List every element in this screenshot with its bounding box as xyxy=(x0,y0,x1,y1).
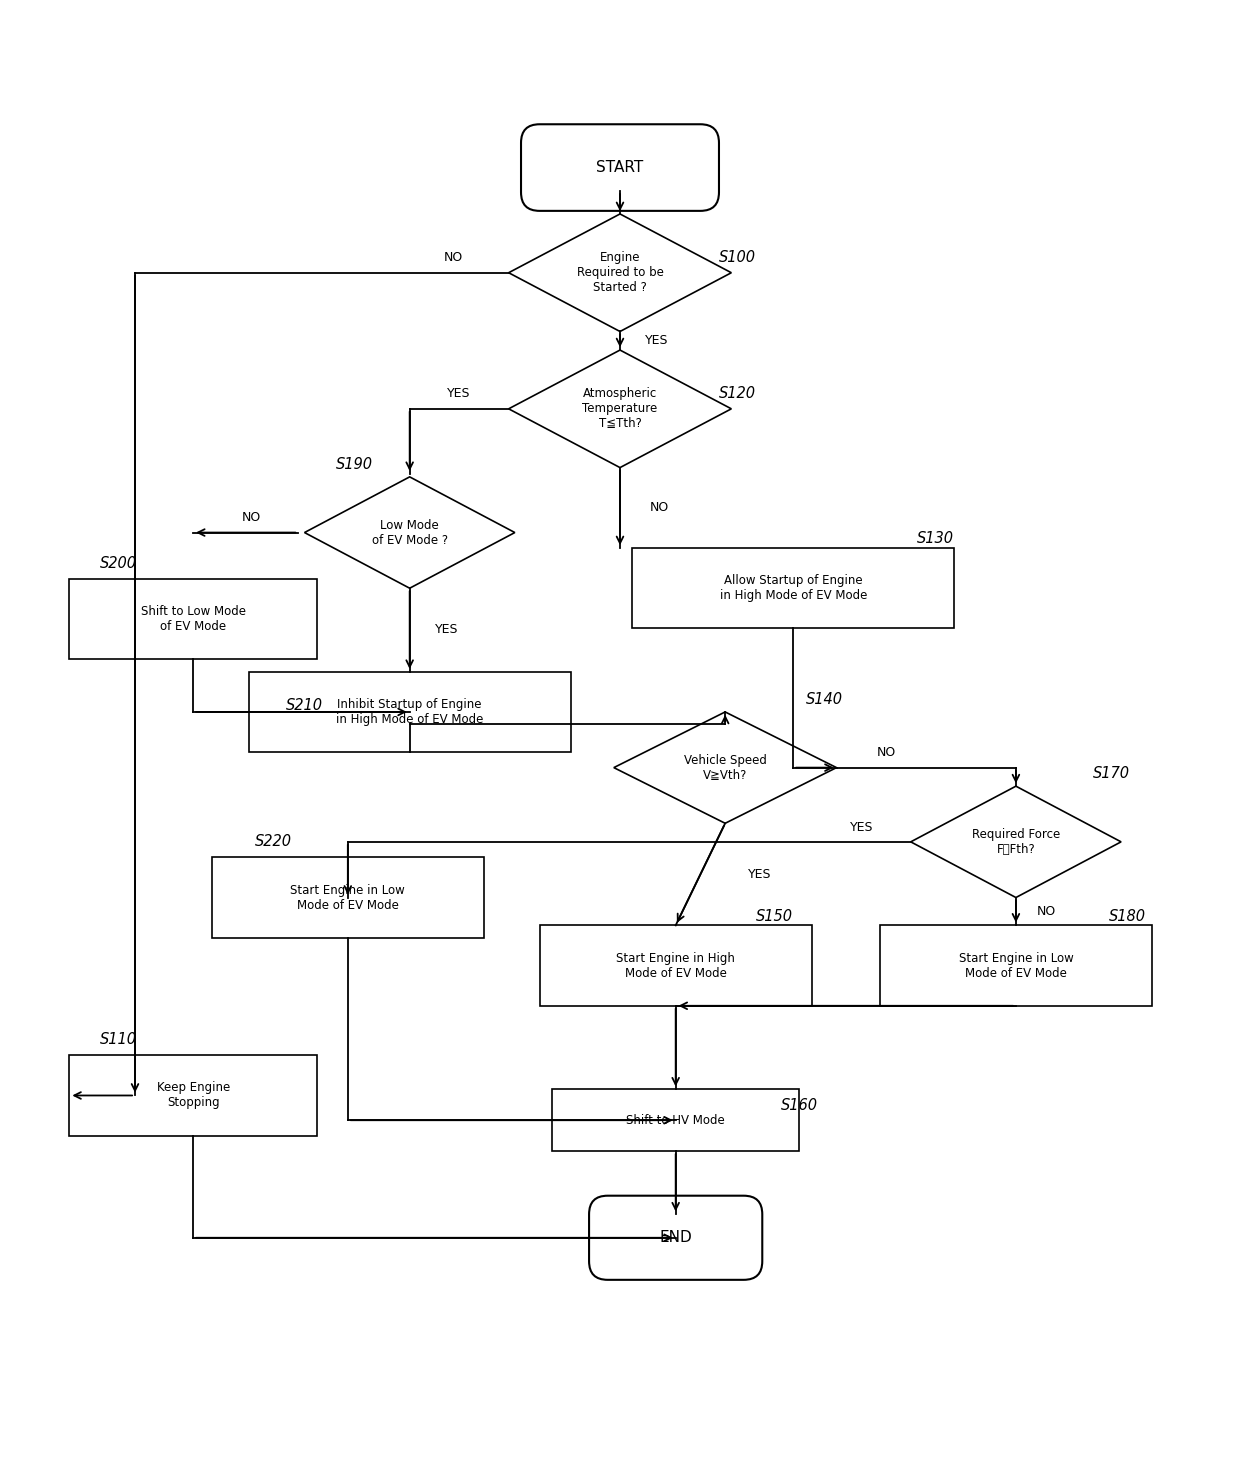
Text: Low Mode
of EV Mode ?: Low Mode of EV Mode ? xyxy=(372,519,448,546)
Text: S120: S120 xyxy=(719,387,756,402)
FancyBboxPatch shape xyxy=(69,1055,317,1135)
Text: S210: S210 xyxy=(286,698,322,713)
Text: END: END xyxy=(660,1230,692,1245)
FancyBboxPatch shape xyxy=(539,925,812,1005)
Text: S170: S170 xyxy=(1092,767,1130,782)
Text: YES: YES xyxy=(645,335,668,348)
Text: Start Engine in Low
Mode of EV Mode: Start Engine in Low Mode of EV Mode xyxy=(290,884,405,912)
Text: YES: YES xyxy=(435,624,459,637)
Text: NO: NO xyxy=(444,251,463,264)
FancyBboxPatch shape xyxy=(521,124,719,210)
Text: S180: S180 xyxy=(1109,909,1146,923)
Text: S100: S100 xyxy=(719,250,756,266)
Text: Start Engine in Low
Mode of EV Mode: Start Engine in Low Mode of EV Mode xyxy=(959,951,1074,979)
Text: NO: NO xyxy=(877,747,895,760)
FancyBboxPatch shape xyxy=(212,858,484,938)
Text: Engine
Required to be
Started ?: Engine Required to be Started ? xyxy=(577,251,663,294)
Text: Atmospheric
Temperature
T≦Tth?: Atmospheric Temperature T≦Tth? xyxy=(583,387,657,431)
Text: Vehicle Speed
V≧Vth?: Vehicle Speed V≧Vth? xyxy=(683,754,766,782)
Text: Shift to HV Mode: Shift to HV Mode xyxy=(626,1113,725,1126)
FancyBboxPatch shape xyxy=(589,1195,763,1280)
Text: START: START xyxy=(596,161,644,175)
Text: S140: S140 xyxy=(806,693,843,707)
Polygon shape xyxy=(305,476,515,589)
Text: S110: S110 xyxy=(100,1033,138,1048)
Polygon shape xyxy=(910,786,1121,897)
Text: Start Engine in High
Mode of EV Mode: Start Engine in High Mode of EV Mode xyxy=(616,951,735,979)
Text: Shift to Low Mode
of EV Mode: Shift to Low Mode of EV Mode xyxy=(140,605,246,633)
Text: S220: S220 xyxy=(255,834,291,849)
Text: S130: S130 xyxy=(916,532,954,546)
Text: S150: S150 xyxy=(756,909,794,923)
Text: YES: YES xyxy=(748,868,771,881)
Text: Required Force
F＜Fth?: Required Force F＜Fth? xyxy=(972,828,1060,856)
FancyBboxPatch shape xyxy=(249,672,570,752)
Polygon shape xyxy=(508,213,732,332)
Text: S190: S190 xyxy=(336,457,372,472)
Text: S200: S200 xyxy=(100,557,138,571)
Text: Allow Startup of Engine
in High Mode of EV Mode: Allow Startup of Engine in High Mode of … xyxy=(719,574,867,602)
Text: NO: NO xyxy=(242,511,260,524)
Text: Inhibit Startup of Engine
in High Mode of EV Mode: Inhibit Startup of Engine in High Mode o… xyxy=(336,698,484,726)
Text: YES: YES xyxy=(849,821,873,834)
Text: NO: NO xyxy=(1037,904,1056,918)
FancyBboxPatch shape xyxy=(632,548,954,628)
FancyBboxPatch shape xyxy=(552,1090,800,1151)
Text: Keep Engine
Stopping: Keep Engine Stopping xyxy=(156,1081,229,1109)
Text: NO: NO xyxy=(650,501,670,514)
Text: S160: S160 xyxy=(781,1097,818,1113)
Text: YES: YES xyxy=(448,387,471,400)
FancyBboxPatch shape xyxy=(69,579,317,659)
Polygon shape xyxy=(508,351,732,468)
Polygon shape xyxy=(614,712,837,824)
FancyBboxPatch shape xyxy=(880,925,1152,1005)
